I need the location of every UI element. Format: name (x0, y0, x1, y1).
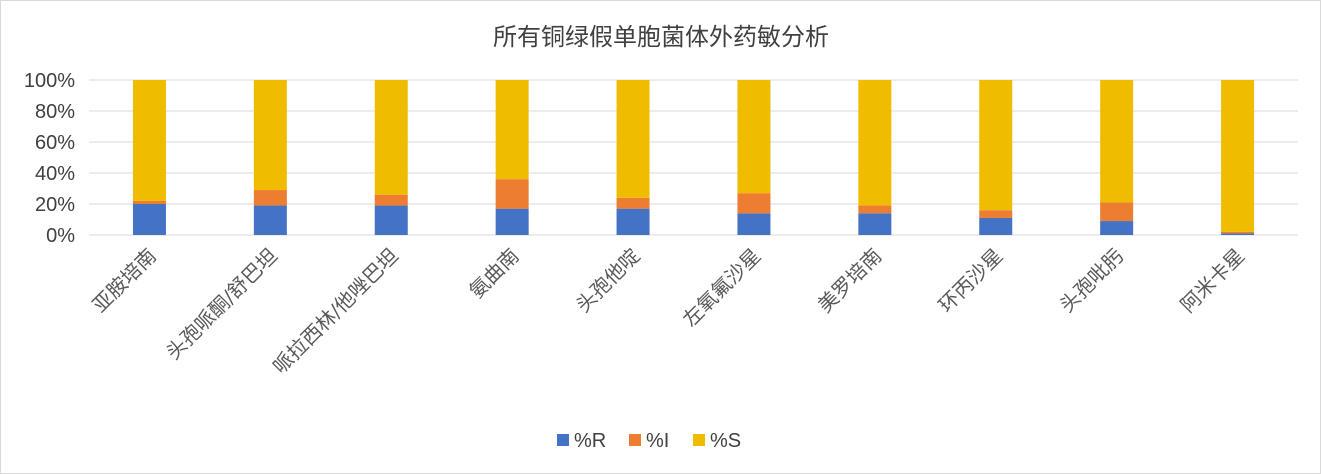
bar-segment (737, 213, 771, 235)
legend-label: %R (574, 430, 606, 452)
bar-segment (737, 193, 771, 214)
bar-segment (616, 208, 650, 235)
gridlines (89, 79, 1298, 236)
bar-segment (858, 213, 892, 235)
legend-swatch (693, 434, 705, 446)
bar-segment (979, 217, 1013, 235)
chart-title: 所有铜绿假单胞菌体外药敏分析 (493, 23, 829, 51)
y-tick-label: 100% (24, 70, 75, 92)
bar-segment (1221, 80, 1255, 232)
bar-segment (495, 179, 529, 209)
bar-segment (979, 210, 1013, 218)
bar-segment (858, 205, 892, 214)
bar-segment (1100, 221, 1134, 235)
legend-label: %I (646, 430, 669, 452)
x-category-label: 环丙沙星 (934, 244, 1008, 318)
bar-segment (1221, 233, 1255, 235)
x-category-label: 头孢他啶 (571, 244, 645, 318)
bar-segment (132, 200, 166, 204)
bar-segment (737, 80, 771, 194)
x-category-label: 氨曲南 (464, 244, 523, 303)
legend-swatch (629, 434, 641, 446)
bar-segment (495, 208, 529, 235)
y-axis-tick-labels: 0% 20% 40% 60% 80% 100% (24, 70, 75, 247)
legend: %R %I %S (557, 430, 741, 452)
bar-segment (858, 80, 892, 206)
bar-segment (253, 80, 287, 191)
legend-label: %S (710, 430, 741, 452)
bar-segment (979, 80, 1013, 211)
bar-segment (132, 204, 166, 235)
bar-segment (1221, 231, 1255, 234)
legend-swatch (557, 434, 569, 446)
bar-segment (495, 80, 529, 180)
y-tick-label: 80% (35, 101, 75, 123)
y-tick-label: 20% (35, 194, 75, 216)
x-category-label: 亚胺培南 (87, 244, 161, 318)
bar-segment (616, 197, 650, 209)
x-category-label: 阿米卡星 (1176, 244, 1250, 318)
bar-segment (132, 80, 166, 201)
bars (132, 80, 1255, 235)
x-category-label: 美罗培南 (813, 244, 887, 318)
bar-segment (253, 190, 287, 206)
bar-segment (616, 80, 650, 198)
bar-segment (374, 205, 408, 235)
bar-segment (253, 205, 287, 235)
x-category-label: 头孢吡肟 (1055, 244, 1129, 318)
x-category-label: 左氧氟沙星 (678, 244, 766, 332)
x-category-label: 头孢哌酮/舒巴坦 (161, 244, 282, 365)
bar-segment (1100, 80, 1134, 203)
y-tick-label: 60% (35, 132, 75, 154)
y-tick-label: 40% (35, 163, 75, 185)
bar-segment (374, 80, 408, 195)
bar-segment (374, 194, 408, 206)
x-category-label: 哌拉西林/他唑巴坦 (268, 244, 403, 379)
y-tick-label: 0% (46, 225, 75, 247)
bar-segment (1100, 202, 1134, 222)
